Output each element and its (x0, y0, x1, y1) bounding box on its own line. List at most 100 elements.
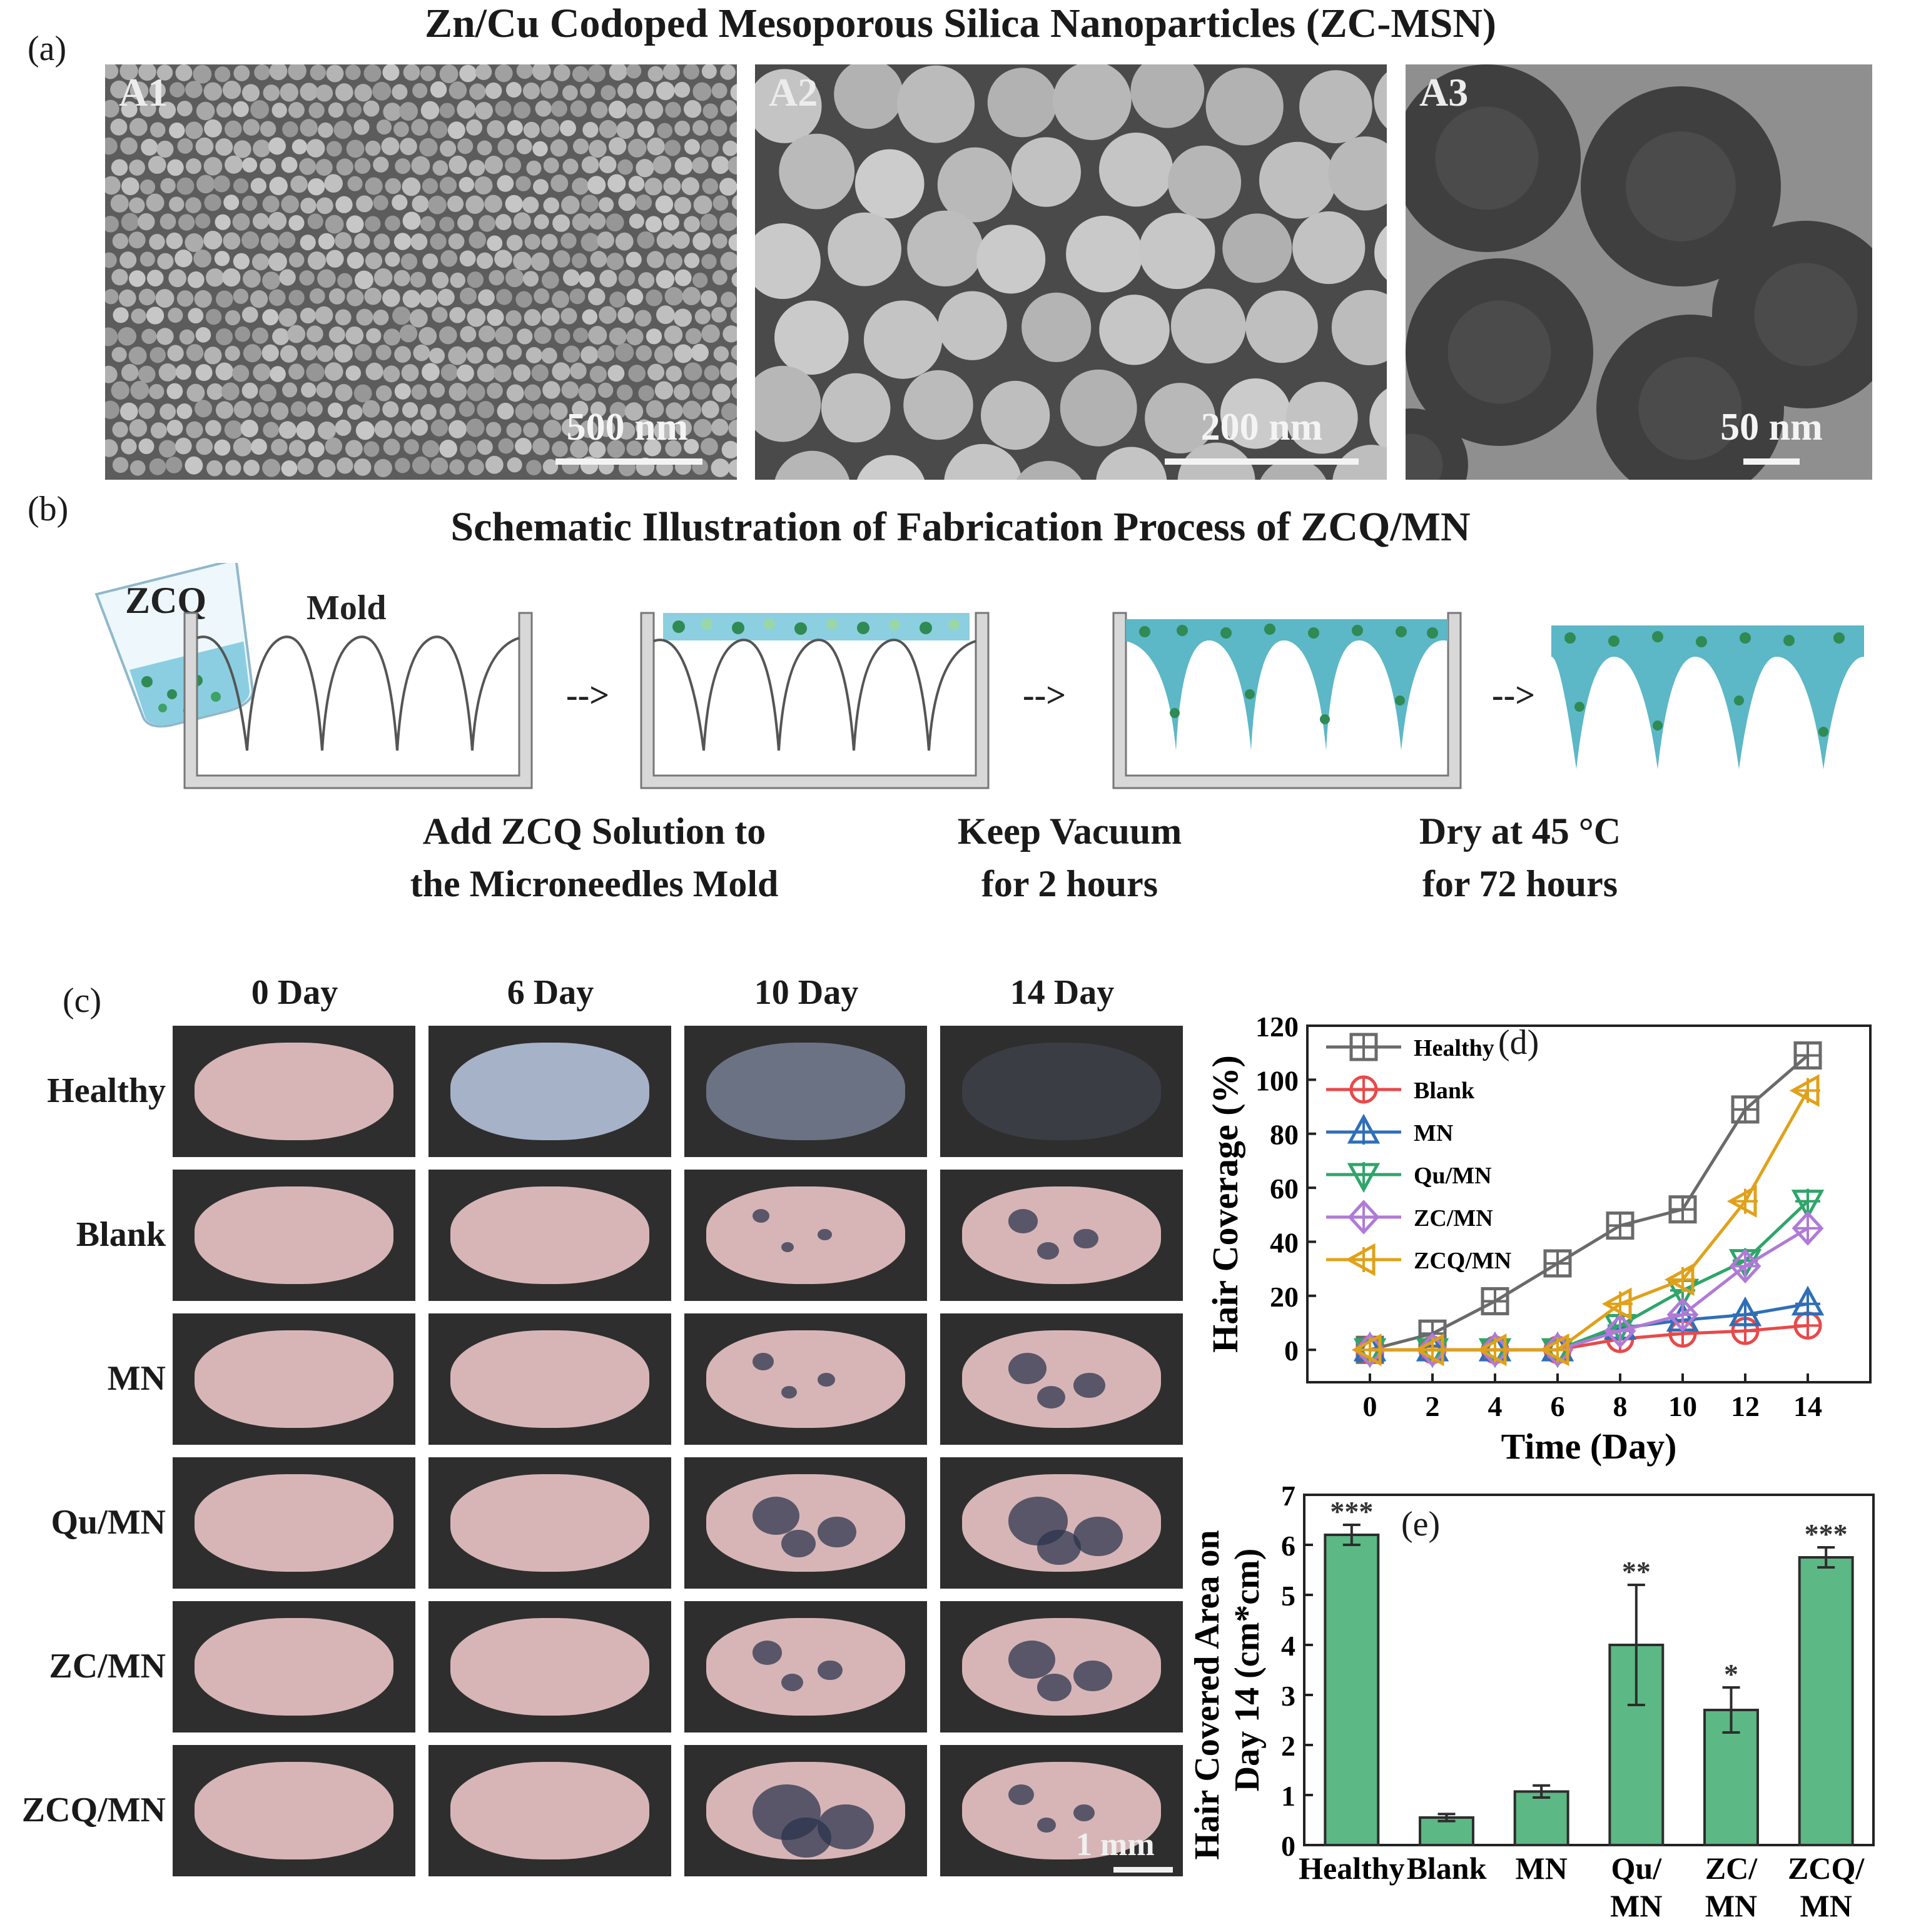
hair-area-bar-chart: 0 1 2 3 4 5 6 7 Hair Covered Area on Day 14 (cm*c… (1189, 1480, 1875, 1923)
particle (373, 156, 389, 173)
particle (711, 458, 730, 477)
shaved-skin-area (706, 1043, 906, 1140)
particle (176, 177, 195, 195)
particle (335, 419, 352, 436)
particle (262, 458, 281, 477)
particle (413, 344, 430, 362)
scale-bar-a3 (1743, 458, 1800, 465)
particle (383, 438, 400, 456)
particle (626, 64, 642, 79)
particle (400, 138, 417, 156)
particle (195, 213, 211, 229)
particle (112, 233, 129, 250)
particle (599, 156, 617, 173)
plot-frame (1303, 1494, 1875, 1846)
particle (366, 328, 382, 343)
particle (337, 273, 353, 288)
particle (168, 269, 186, 288)
particle (616, 121, 635, 139)
particle (280, 83, 298, 102)
particle (418, 326, 437, 345)
particle (524, 384, 541, 402)
particle (713, 346, 729, 362)
particle (251, 438, 267, 455)
particle (728, 234, 737, 251)
shaved-skin-area (450, 1618, 650, 1716)
particle (345, 64, 361, 80)
particle (674, 269, 692, 286)
mouse-skin-photo (428, 1170, 671, 1301)
particle (269, 176, 288, 196)
particle (288, 440, 306, 457)
particle (515, 291, 532, 308)
particle (355, 421, 375, 440)
particle (626, 328, 644, 346)
particle (334, 344, 353, 363)
particle (113, 307, 129, 323)
particle (327, 402, 343, 418)
hair-regrowth-spot (1037, 1529, 1081, 1565)
particle (156, 64, 173, 81)
particle (522, 271, 539, 287)
particle (382, 64, 400, 81)
particle (475, 64, 492, 81)
particle (430, 457, 449, 475)
row-header-zc-mn: ZC/MN (49, 1647, 166, 1686)
mouse-skin-photo (684, 1601, 927, 1732)
y-axis-title: Hair Coverage (%) (1205, 1055, 1245, 1353)
particle (1245, 290, 1318, 363)
particle (589, 365, 607, 383)
legend-entry: ZC/MN (1326, 1200, 1493, 1235)
particle (1331, 290, 1387, 365)
particle (543, 158, 559, 173)
particle (412, 195, 429, 213)
particle (214, 251, 230, 266)
particle (105, 365, 118, 383)
particle (476, 252, 494, 270)
particle (534, 326, 552, 344)
particle (727, 156, 737, 175)
particle (395, 457, 410, 473)
column-header-day6: 6 Day (507, 973, 594, 1012)
shaved-skin-area (450, 1186, 650, 1284)
particle (410, 271, 426, 288)
mouse-skin-photo (940, 1170, 1183, 1301)
particle (300, 308, 317, 324)
particle (580, 346, 599, 364)
particle (607, 365, 625, 382)
particle (354, 343, 372, 362)
particle (422, 253, 438, 270)
particle (411, 419, 428, 436)
particle (260, 232, 279, 251)
particle (428, 195, 447, 215)
particle (205, 420, 221, 437)
particle (587, 64, 606, 83)
particle (477, 140, 492, 156)
particle (376, 119, 392, 135)
particle (233, 437, 252, 457)
particle (638, 272, 655, 289)
particle (409, 309, 428, 328)
particle (160, 178, 176, 194)
legend-label: ZCQ/MN (1414, 1248, 1511, 1274)
shaved-skin-area (706, 1186, 906, 1284)
shaved-skin-area (706, 1474, 906, 1572)
particle (636, 159, 654, 178)
particle (479, 215, 495, 232)
particle (105, 289, 119, 305)
particle (324, 362, 343, 381)
row-header-blank: Blank (76, 1215, 166, 1254)
particle (204, 194, 221, 211)
particle (215, 362, 234, 381)
particle (496, 289, 512, 305)
particle (693, 418, 712, 438)
particle (774, 300, 849, 375)
particle (353, 384, 372, 403)
particle (186, 421, 203, 438)
particle (290, 175, 308, 193)
particle (683, 100, 702, 118)
legend-entry: ZCQ/MN (1326, 1243, 1511, 1277)
particle (105, 327, 118, 346)
particle (175, 364, 191, 380)
particle (522, 196, 539, 213)
